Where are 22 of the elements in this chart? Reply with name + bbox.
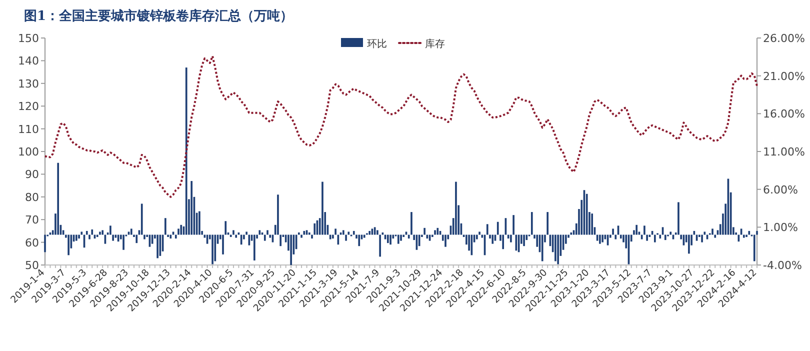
y-tick-label: 80 — [25, 190, 39, 204]
y-tick-label: 140 — [18, 54, 39, 68]
legend-label: 环比 — [367, 38, 387, 50]
y2-tick-label: 21.00% — [763, 70, 805, 83]
y-tick-label: 60 — [25, 236, 39, 250]
y-tick-label: 90 — [25, 168, 39, 182]
y-tick-label: 120 — [18, 100, 39, 114]
y-tick-label: 110 — [18, 122, 39, 136]
y2-tick-label: 16.00% — [763, 108, 805, 121]
y2-tick-label: 26.00% — [763, 32, 805, 45]
line-series — [44, 55, 758, 198]
legend-label: 库存 — [425, 38, 445, 50]
y-tick-label: 70 — [25, 214, 39, 227]
y-tick-label: 150 — [18, 32, 39, 45]
y-tick-label: 130 — [18, 77, 39, 90]
y2-tick-label: 6.00% — [763, 183, 798, 196]
chart-title: 图1：全国主要城市镀锌板卷库存汇总（万吨） — [24, 8, 294, 24]
y2-tick-label: 1.00% — [763, 221, 798, 234]
y2-tick-label: -4.00% — [763, 259, 802, 272]
y2-tick-label: 11.00% — [763, 146, 805, 158]
y-tick-label: 100 — [18, 146, 39, 158]
y-tick-label: 50 — [25, 259, 39, 272]
